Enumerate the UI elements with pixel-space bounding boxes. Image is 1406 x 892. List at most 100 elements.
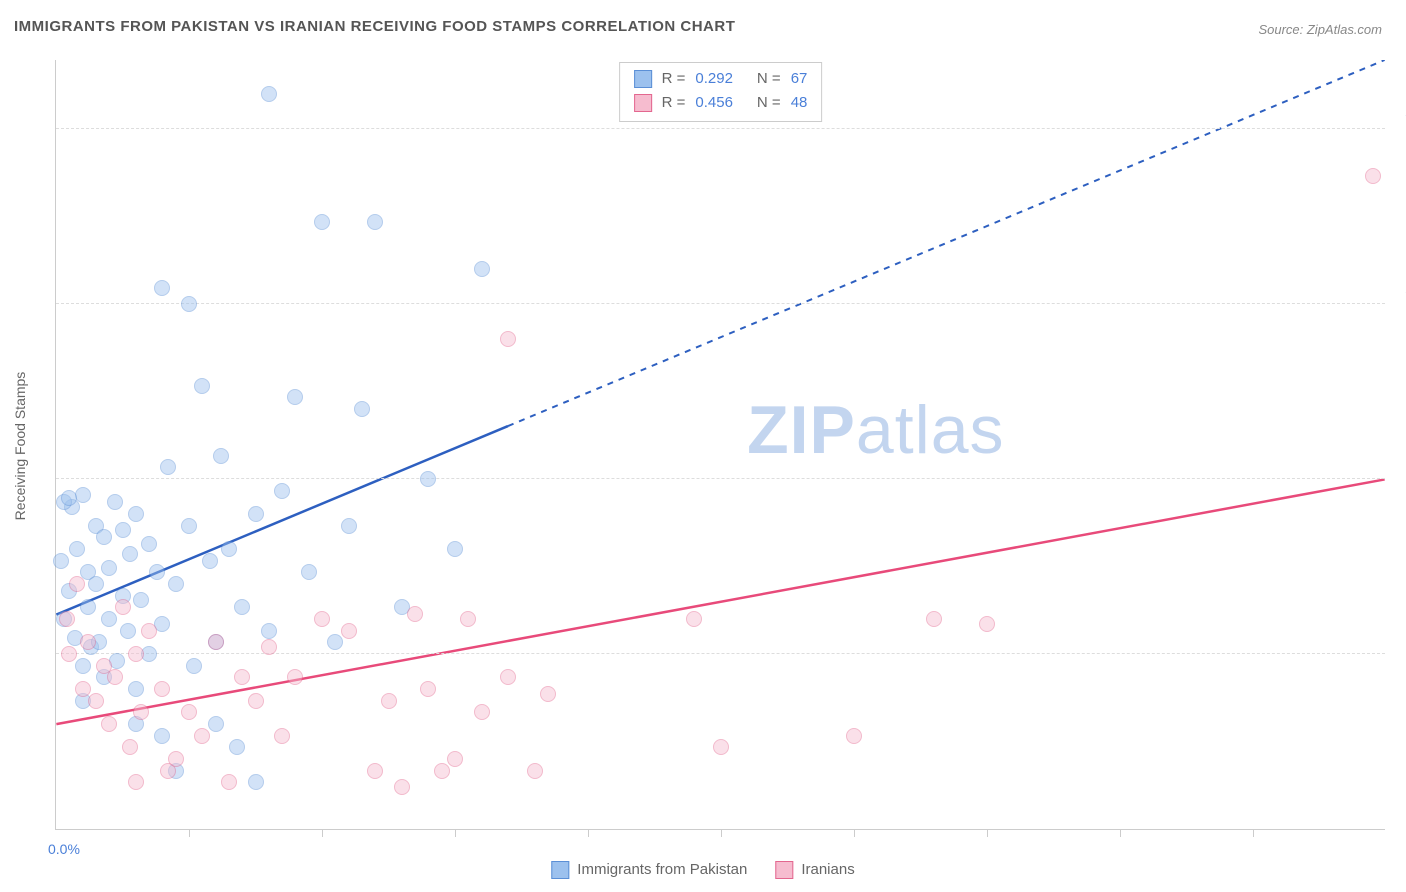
data-point-iranian xyxy=(686,611,702,627)
data-point-pakistan xyxy=(229,739,245,755)
data-point-iranian xyxy=(101,716,117,732)
data-point-iranian xyxy=(274,728,290,744)
r-value-pakistan: 0.292 xyxy=(695,67,733,91)
data-point-pakistan xyxy=(341,518,357,534)
data-point-iranian xyxy=(474,704,490,720)
data-point-iranian xyxy=(194,728,210,744)
data-point-iranian xyxy=(314,611,330,627)
data-point-pakistan xyxy=(88,576,104,592)
data-point-iranian xyxy=(926,611,942,627)
data-point-iranian xyxy=(434,763,450,779)
legend-item-pakistan: Immigrants from Pakistan xyxy=(551,861,747,879)
n-label: N = xyxy=(757,91,781,115)
data-point-iranian xyxy=(128,774,144,790)
x-tick xyxy=(189,829,190,837)
data-point-pakistan xyxy=(181,518,197,534)
n-value-iranian: 48 xyxy=(791,91,808,115)
data-point-pakistan xyxy=(154,728,170,744)
data-point-iranian xyxy=(234,669,250,685)
x-axis-min-label: 0.0% xyxy=(48,841,80,857)
n-value-pakistan: 67 xyxy=(791,67,808,91)
data-point-iranian xyxy=(133,704,149,720)
data-point-pakistan xyxy=(101,560,117,576)
data-point-pakistan xyxy=(474,261,490,277)
data-point-iranian xyxy=(168,751,184,767)
data-point-pakistan xyxy=(327,634,343,650)
plot-area: ZIPatlas R =0.292N =67R =0.456N =48 0.0%… xyxy=(55,60,1385,830)
source-name: ZipAtlas.com xyxy=(1307,22,1382,37)
data-point-pakistan xyxy=(120,623,136,639)
legend-label-pakistan: Immigrants from Pakistan xyxy=(577,861,747,878)
data-point-pakistan xyxy=(367,214,383,230)
data-point-iranian xyxy=(394,779,410,795)
data-point-pakistan xyxy=(194,378,210,394)
x-tick xyxy=(721,829,722,837)
data-point-iranian xyxy=(367,763,383,779)
data-point-pakistan xyxy=(154,280,170,296)
data-point-iranian xyxy=(1365,168,1381,184)
data-point-iranian xyxy=(447,751,463,767)
data-point-iranian xyxy=(846,728,862,744)
data-point-pakistan xyxy=(186,658,202,674)
data-point-iranian xyxy=(80,634,96,650)
data-point-pakistan xyxy=(128,506,144,522)
watermark-light: atlas xyxy=(856,392,1005,468)
data-point-iranian xyxy=(181,704,197,720)
data-point-pakistan xyxy=(287,389,303,405)
data-point-pakistan xyxy=(69,541,85,557)
data-point-pakistan xyxy=(181,296,197,312)
data-point-pakistan xyxy=(141,536,157,552)
r-label: R = xyxy=(662,91,686,115)
data-point-pakistan xyxy=(261,623,277,639)
data-point-pakistan xyxy=(208,716,224,732)
source-attribution: Source: ZipAtlas.com xyxy=(1258,22,1382,37)
data-point-pakistan xyxy=(115,522,131,538)
data-point-pakistan xyxy=(128,681,144,697)
x-tick xyxy=(854,829,855,837)
data-point-iranian xyxy=(122,739,138,755)
data-point-pakistan xyxy=(261,86,277,102)
chart-title: IMMIGRANTS FROM PAKISTAN VS IRANIAN RECE… xyxy=(14,18,735,35)
data-point-pakistan xyxy=(314,214,330,230)
source-prefix: Source: xyxy=(1258,22,1306,37)
data-point-pakistan xyxy=(447,541,463,557)
data-point-pakistan xyxy=(248,506,264,522)
legend-item-iranian: Iranians xyxy=(775,861,854,879)
data-point-pakistan xyxy=(101,611,117,627)
data-point-pakistan xyxy=(133,592,149,608)
r-value-iranian: 0.456 xyxy=(695,91,733,115)
data-point-iranian xyxy=(381,693,397,709)
data-point-pakistan xyxy=(202,553,218,569)
gridline-h xyxy=(56,128,1385,129)
data-point-iranian xyxy=(208,634,224,650)
watermark: ZIPatlas xyxy=(747,391,1004,469)
data-point-iranian xyxy=(540,686,556,702)
correlation-legend: R =0.292N =67R = 0.456 N = 48 xyxy=(619,62,823,122)
data-point-iranian xyxy=(287,669,303,685)
data-point-pakistan xyxy=(168,576,184,592)
data-point-pakistan xyxy=(274,483,290,499)
legend-stat-row-pakistan: R =0.292N =67 xyxy=(634,67,808,91)
data-point-iranian xyxy=(75,681,91,697)
watermark-bold: ZIP xyxy=(747,392,856,468)
x-tick xyxy=(322,829,323,837)
data-point-iranian xyxy=(61,646,77,662)
series-legend: Immigrants from Pakistan Iranians xyxy=(551,861,854,879)
data-point-iranian xyxy=(713,739,729,755)
gridline-h xyxy=(56,653,1385,654)
data-point-iranian xyxy=(115,599,131,615)
data-point-iranian xyxy=(221,774,237,790)
legend-swatch-pakistan xyxy=(551,861,569,879)
data-point-pakistan xyxy=(248,774,264,790)
data-point-iranian xyxy=(59,611,75,627)
data-point-iranian xyxy=(248,693,264,709)
data-point-pakistan xyxy=(221,541,237,557)
y-axis-title: Receiving Food Stamps xyxy=(12,372,28,521)
data-point-iranian xyxy=(420,681,436,697)
legend-label-iranian: Iranians xyxy=(801,861,854,878)
data-point-pakistan xyxy=(61,490,77,506)
data-point-iranian xyxy=(128,646,144,662)
data-point-pakistan xyxy=(354,401,370,417)
trend-line-pakistan xyxy=(56,426,508,615)
legend-swatch-pakistan xyxy=(634,70,652,88)
